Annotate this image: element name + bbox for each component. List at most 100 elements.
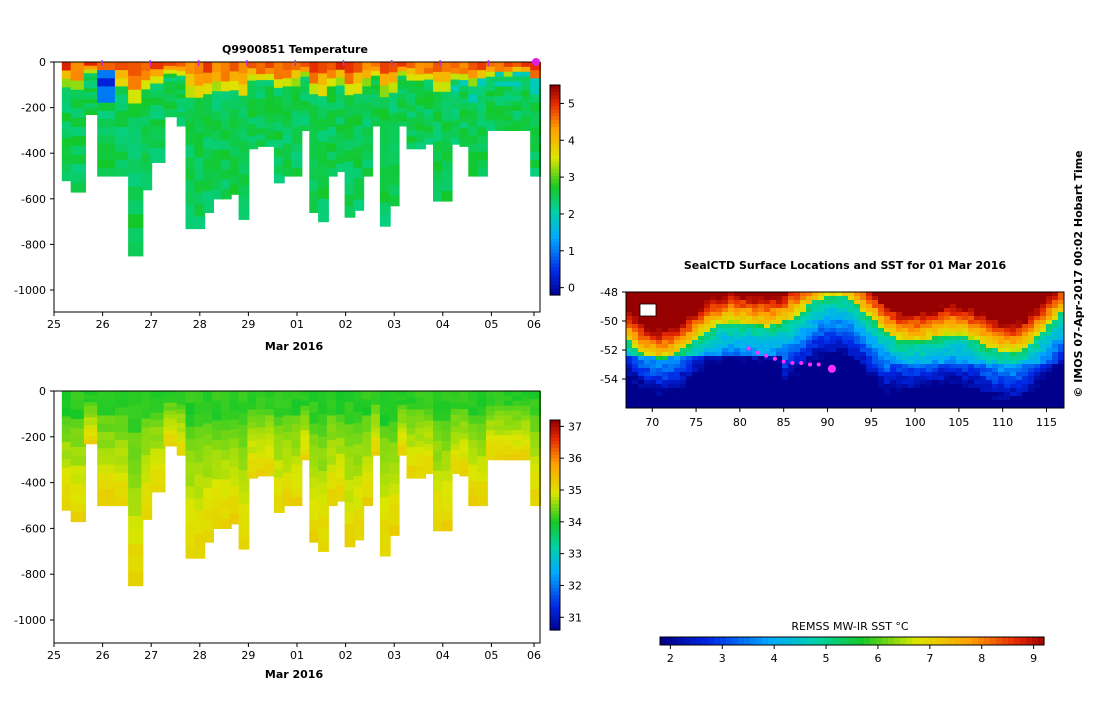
sst-cell bbox=[1016, 344, 1022, 348]
section-cell bbox=[371, 75, 382, 81]
section-cell bbox=[388, 504, 400, 516]
section-cell bbox=[185, 216, 197, 230]
sst-cell bbox=[1022, 368, 1028, 372]
section-cell bbox=[459, 134, 471, 141]
sst-cell bbox=[836, 356, 842, 360]
section-cell bbox=[388, 185, 400, 196]
section-cell bbox=[326, 431, 338, 441]
sst-cell bbox=[1046, 376, 1052, 380]
sst-cell bbox=[656, 324, 662, 328]
sst-cell bbox=[878, 300, 884, 304]
sst-cell bbox=[638, 320, 644, 324]
sst-cell bbox=[1034, 348, 1040, 352]
section-cell bbox=[486, 76, 497, 83]
section-cell bbox=[150, 83, 166, 92]
sst-cell bbox=[722, 292, 728, 296]
section-cell bbox=[318, 84, 329, 97]
sst-cell bbox=[782, 320, 788, 324]
sst-cell bbox=[824, 352, 830, 356]
sst-cell bbox=[1004, 372, 1010, 376]
sst-cell bbox=[782, 364, 788, 368]
sst-cell bbox=[728, 296, 734, 300]
sst-cell bbox=[704, 372, 710, 376]
sst-cell bbox=[974, 344, 980, 348]
sst-cell bbox=[818, 312, 824, 316]
sst-cell bbox=[932, 372, 938, 376]
section-cell bbox=[282, 151, 294, 161]
section-cell bbox=[220, 101, 232, 112]
sst-cell bbox=[686, 312, 692, 316]
section-cell bbox=[83, 73, 100, 78]
section-cell bbox=[512, 400, 524, 407]
sst-cell bbox=[962, 308, 968, 312]
sst-cell bbox=[638, 352, 644, 356]
sst-cell bbox=[998, 316, 1004, 320]
section-cell bbox=[459, 439, 471, 447]
section-cell bbox=[326, 127, 338, 136]
section-cell bbox=[163, 97, 179, 102]
section-cell bbox=[424, 67, 435, 75]
sst-cell bbox=[788, 324, 794, 328]
section-cell bbox=[291, 481, 303, 490]
section-cell bbox=[433, 450, 444, 462]
colorbar-segment bbox=[550, 284, 560, 289]
sst-cell bbox=[674, 404, 680, 408]
section-cell bbox=[530, 127, 541, 136]
section-cell bbox=[256, 140, 267, 147]
section-cell bbox=[406, 397, 418, 404]
sst-cell bbox=[752, 328, 758, 332]
sst-cell bbox=[1058, 356, 1064, 360]
sst-cell bbox=[842, 344, 848, 348]
sst-cell bbox=[716, 344, 722, 348]
section-cell bbox=[415, 391, 427, 398]
section-cell bbox=[229, 184, 241, 195]
sst-cell bbox=[1052, 352, 1058, 356]
section-cell bbox=[163, 73, 179, 79]
sst-cell bbox=[896, 304, 902, 308]
sst-cell bbox=[752, 384, 758, 388]
section-cell bbox=[441, 411, 453, 422]
sst-cell bbox=[860, 312, 866, 316]
sst-cell bbox=[860, 336, 866, 340]
sst-cell bbox=[746, 388, 752, 392]
section-cell bbox=[203, 455, 214, 468]
colorbar-tick-label: 36 bbox=[568, 452, 582, 465]
sst-cell bbox=[878, 348, 884, 352]
section-cell bbox=[415, 123, 427, 131]
section-cell bbox=[486, 445, 497, 451]
sst-colorbar-segment bbox=[942, 637, 949, 645]
sst-cell bbox=[710, 304, 716, 308]
section-cell bbox=[265, 134, 276, 141]
section-cell bbox=[388, 391, 400, 402]
section-cell bbox=[344, 106, 356, 118]
sst-cell bbox=[980, 356, 986, 360]
sst-cell bbox=[710, 396, 716, 400]
sst-cell bbox=[896, 348, 902, 352]
sst-cell bbox=[710, 380, 716, 384]
sst-cell bbox=[824, 332, 830, 336]
sst-cell bbox=[872, 356, 878, 360]
sst-cell bbox=[626, 404, 632, 408]
sst-cell bbox=[854, 384, 860, 388]
section-cell bbox=[459, 110, 471, 117]
section-cell bbox=[265, 463, 276, 471]
section-cell bbox=[379, 214, 391, 227]
section-cell bbox=[530, 448, 541, 458]
sst-cell bbox=[902, 400, 908, 404]
sst-cell bbox=[1022, 356, 1028, 360]
section-cell bbox=[128, 145, 144, 160]
section-cell bbox=[61, 408, 73, 418]
sst-cell bbox=[716, 340, 722, 344]
sst-cell bbox=[848, 292, 854, 296]
sst-cell bbox=[692, 344, 698, 348]
section-cell bbox=[203, 191, 214, 203]
section-cell bbox=[176, 93, 188, 100]
section-cell bbox=[163, 101, 179, 106]
sst-cell bbox=[998, 356, 1004, 360]
section-cell bbox=[97, 391, 117, 400]
section-cell bbox=[309, 445, 321, 457]
section-cell bbox=[97, 94, 117, 104]
sst-cell bbox=[836, 316, 842, 320]
section-cell bbox=[70, 419, 86, 429]
section-cell bbox=[194, 498, 206, 511]
